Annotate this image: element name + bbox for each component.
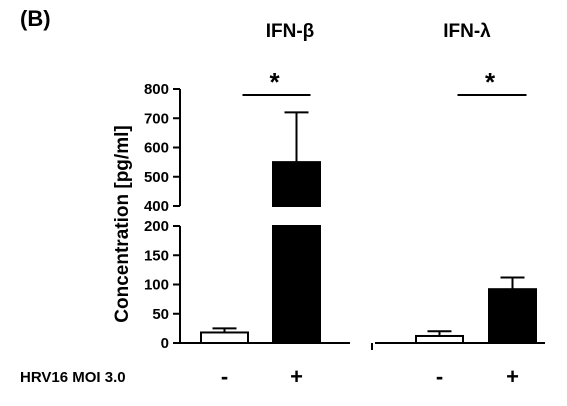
y-tick-label: 100 bbox=[144, 277, 169, 294]
y-tick-label: 800 bbox=[144, 81, 169, 98]
bar bbox=[488, 288, 537, 344]
condition-row-label: HRV16 MOI 3.0 bbox=[20, 369, 126, 386]
condition-label: - bbox=[221, 364, 228, 389]
group-title: IFN-λ bbox=[443, 21, 491, 42]
y-axis: 0 50 100 150 200 400 500 600 700 800 bbox=[144, 81, 545, 352]
group-title: IFN-β bbox=[266, 21, 315, 42]
labels: IFN-β - + * IFN-λ - + * bbox=[221, 21, 527, 389]
bar bbox=[415, 334, 464, 345]
y-tick-label: 500 bbox=[144, 169, 169, 186]
bars bbox=[200, 111, 537, 345]
significance-marker: * bbox=[269, 67, 280, 97]
y-tick-label: 700 bbox=[144, 110, 169, 127]
y-tick-label: 50 bbox=[152, 306, 169, 323]
significance-marker: * bbox=[485, 67, 496, 97]
bar bbox=[272, 161, 321, 207]
bar bbox=[272, 225, 321, 344]
bar bbox=[200, 331, 249, 345]
y-tick-label: 600 bbox=[144, 140, 169, 157]
condition-label: - bbox=[436, 364, 443, 389]
y-tick-label: 200 bbox=[144, 218, 169, 235]
y-axis-label: Concentration [pg/ml] bbox=[112, 125, 133, 322]
y-tick-label: 0 bbox=[161, 335, 169, 352]
y-tick-label: 400 bbox=[144, 198, 169, 215]
condition-label: + bbox=[506, 364, 519, 389]
condition-label: + bbox=[290, 364, 303, 389]
y-tick-label: 150 bbox=[144, 247, 169, 264]
panel-label: (B) bbox=[20, 6, 51, 31]
